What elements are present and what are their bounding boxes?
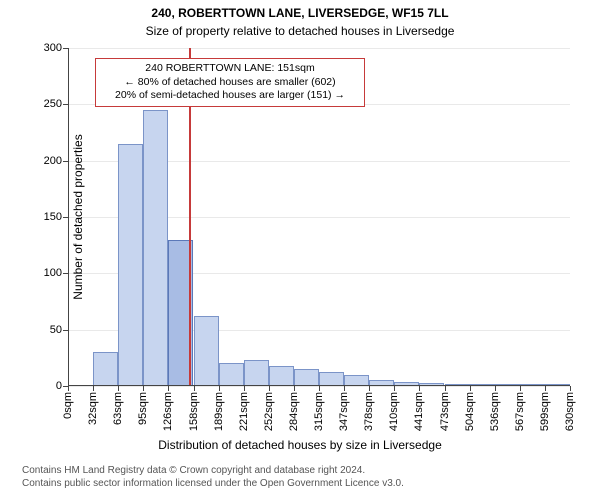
histogram-bar <box>93 352 118 386</box>
x-tick-label: 221sqm <box>238 392 250 431</box>
y-tick-mark <box>63 217 68 218</box>
x-tick-label: 0sqm <box>62 392 74 419</box>
histogram-bar <box>219 363 244 386</box>
x-axis-label: Distribution of detached houses by size … <box>0 438 600 452</box>
histogram-bar <box>244 360 269 386</box>
x-tick-mark <box>269 386 270 391</box>
x-tick-label: 473sqm <box>439 392 451 431</box>
y-tick-label: 50 <box>50 324 62 336</box>
x-tick-mark <box>194 386 195 391</box>
x-tick-mark <box>419 386 420 391</box>
x-tick-mark <box>445 386 446 391</box>
x-tick-mark <box>68 386 69 391</box>
annotation-box: 240 ROBERTTOWN LANE: 151sqm ← 80% of det… <box>95 58 365 107</box>
x-tick-label: 599sqm <box>539 392 551 431</box>
x-tick-label: 567sqm <box>514 392 526 431</box>
x-tick-mark <box>520 386 521 391</box>
histogram-bar <box>269 366 294 386</box>
histogram-bar <box>319 372 344 386</box>
y-axis-line <box>68 48 69 386</box>
x-tick-mark <box>319 386 320 391</box>
x-tick-mark <box>244 386 245 391</box>
histogram-bar <box>194 316 219 386</box>
x-tick-label: 536sqm <box>489 392 501 431</box>
x-tick-mark <box>570 386 571 391</box>
figure-container: 240, ROBERTTOWN LANE, LIVERSEDGE, WF15 7… <box>0 0 600 500</box>
x-tick-label: 504sqm <box>464 392 476 431</box>
x-tick-mark <box>344 386 345 391</box>
x-tick-label: 441sqm <box>413 392 425 431</box>
y-tick-mark <box>63 273 68 274</box>
x-tick-label: 315sqm <box>313 392 325 431</box>
x-tick-label: 347sqm <box>338 392 350 431</box>
x-tick-mark <box>143 386 144 391</box>
y-axis-label: Number of detached properties <box>71 77 85 357</box>
x-tick-mark <box>470 386 471 391</box>
annotation-line-3: 20% of semi-detached houses are larger (… <box>104 89 356 103</box>
x-tick-mark <box>168 386 169 391</box>
x-tick-label: 410sqm <box>388 392 400 431</box>
x-tick-mark <box>369 386 370 391</box>
footnote-line-1: Contains HM Land Registry data © Crown c… <box>22 465 404 478</box>
x-tick-label: 630sqm <box>564 392 576 431</box>
x-tick-label: 252sqm <box>263 392 275 431</box>
y-tick-label: 200 <box>44 155 62 167</box>
x-tick-mark <box>219 386 220 391</box>
x-tick-mark <box>394 386 395 391</box>
histogram-bar <box>294 369 319 386</box>
y-tick-mark <box>63 48 68 49</box>
x-tick-mark <box>294 386 295 391</box>
x-tick-label: 189sqm <box>213 392 225 431</box>
annotation-line-2: ← 80% of detached houses are smaller (60… <box>104 76 356 90</box>
y-tick-label: 250 <box>44 98 62 110</box>
x-tick-mark <box>495 386 496 391</box>
x-tick-mark <box>545 386 546 391</box>
x-tick-label: 158sqm <box>188 392 200 431</box>
x-tick-label: 63sqm <box>112 392 124 425</box>
subtitle: Size of property relative to detached ho… <box>0 24 600 38</box>
x-tick-label: 126sqm <box>162 392 174 431</box>
y-tick-label: 100 <box>44 267 62 279</box>
y-tick-mark <box>63 104 68 105</box>
address-title: 240, ROBERTTOWN LANE, LIVERSEDGE, WF15 7… <box>0 6 600 20</box>
annotation-line-1: 240 ROBERTTOWN LANE: 151sqm <box>104 62 356 76</box>
footnote: Contains HM Land Registry data © Crown c… <box>22 465 404 490</box>
footnote-line-2: Contains public sector information licen… <box>22 478 404 491</box>
y-tick-label: 0 <box>56 380 62 392</box>
x-tick-mark <box>93 386 94 391</box>
y-tick-mark <box>63 330 68 331</box>
x-tick-label: 32sqm <box>87 392 99 425</box>
x-tick-mark <box>118 386 119 391</box>
y-tick-label: 300 <box>44 42 62 54</box>
y-tick-label: 150 <box>44 211 62 223</box>
histogram-bar <box>118 144 143 386</box>
y-tick-mark <box>63 161 68 162</box>
x-tick-label: 284sqm <box>288 392 300 431</box>
x-tick-label: 95sqm <box>137 392 149 425</box>
x-tick-label: 378sqm <box>363 392 375 431</box>
histogram-bar <box>143 110 168 386</box>
